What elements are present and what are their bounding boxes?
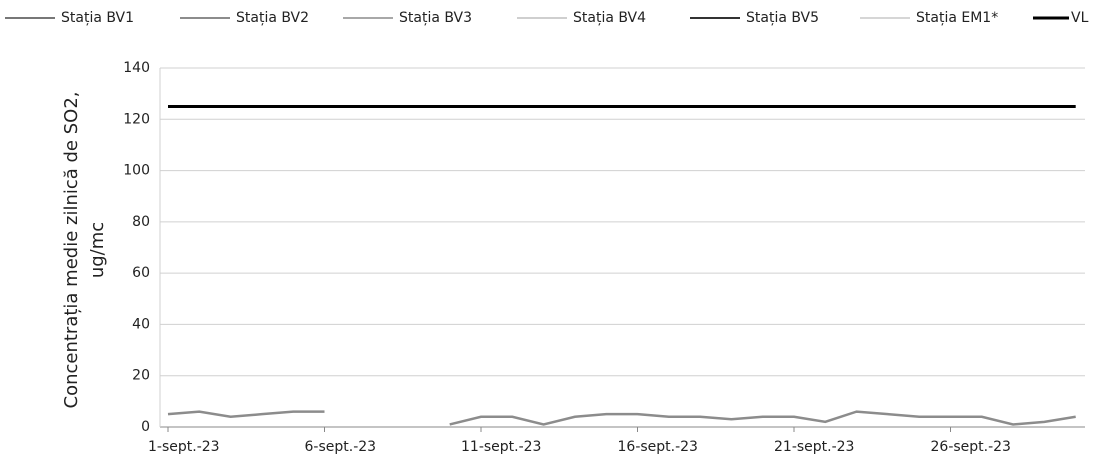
y-tick-label: 0 bbox=[141, 419, 150, 435]
y-tick-label: 100 bbox=[123, 163, 150, 179]
x-tick-label: 21-sept.-23 bbox=[774, 439, 854, 455]
x-tick-label: 6-sept.-23 bbox=[305, 439, 377, 455]
y-tick-label: 140 bbox=[123, 60, 150, 76]
legend-label: Stația BV1 bbox=[61, 10, 134, 26]
legend-label: VL bbox=[1071, 10, 1089, 26]
legend-label: Stația BV5 bbox=[746, 10, 819, 26]
x-tick-label: 26-sept.-23 bbox=[931, 439, 1011, 455]
legend-label: Stația BV3 bbox=[399, 10, 472, 26]
y-axis-label: Concentrația medie zilnică de SO2, bbox=[61, 92, 82, 409]
legend-label: Stația EM1* bbox=[916, 10, 998, 26]
y-tick-label: 40 bbox=[132, 316, 150, 332]
y-tick-label: 80 bbox=[132, 214, 150, 230]
x-tick-label: 16-sept.-23 bbox=[618, 439, 698, 455]
x-tick-label: 11-sept.-23 bbox=[461, 439, 541, 455]
y-tick-label: 20 bbox=[132, 368, 150, 384]
x-tick-label: 1-sept.-23 bbox=[148, 439, 220, 455]
y-tick-label: 60 bbox=[132, 265, 150, 281]
y-axis-label: ug/mc bbox=[87, 222, 108, 278]
legend-label: Stația BV2 bbox=[236, 10, 309, 26]
y-tick-label: 120 bbox=[123, 111, 150, 127]
legend-label: Stația BV4 bbox=[573, 10, 646, 26]
series-line bbox=[167, 410, 1076, 426]
